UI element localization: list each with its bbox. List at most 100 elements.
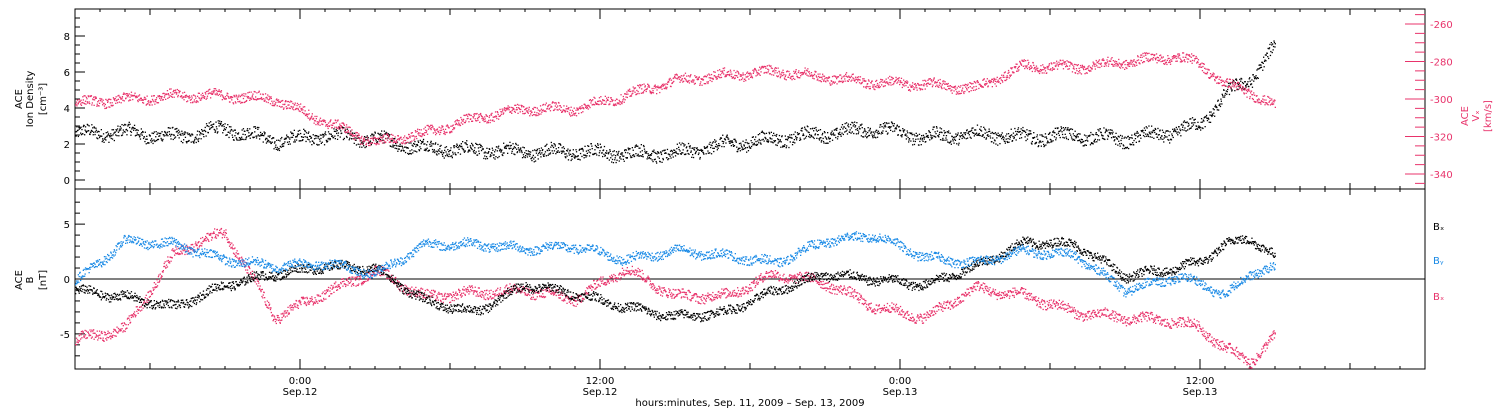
data-point [91,102,93,104]
data-point [677,78,679,80]
data-point [803,138,805,140]
data-point [1002,74,1005,76]
data-point [348,131,350,133]
data-point [214,129,216,131]
data-point [532,108,534,110]
data-point [436,129,438,131]
data-point [404,143,406,145]
data-point [160,99,162,101]
data-point [197,101,199,103]
data-point [507,108,509,110]
data-point [865,87,867,89]
data-point [907,132,909,134]
data-point [155,98,157,101]
data-point [321,123,323,125]
data-point [995,143,997,145]
data-point [152,95,155,97]
data-point [819,73,821,75]
data-point [1083,140,1085,143]
data-point [763,132,765,134]
data-point [525,155,527,157]
data-point [743,80,745,82]
data-point [1186,121,1188,123]
data-point [778,134,781,137]
data-point [473,149,475,152]
data-point [251,132,254,134]
data-point [486,147,488,149]
data-point [393,139,395,141]
data-point [525,107,527,110]
data-point [856,78,858,81]
data-point [955,133,957,135]
data-point [115,134,117,136]
data-point [323,134,325,136]
data-point [1150,131,1152,133]
data-point [290,105,292,108]
data-point [737,149,739,151]
data-point [525,150,527,152]
data-point [598,154,600,157]
data-point [682,81,684,83]
data-point [876,82,879,85]
data-point [582,107,584,109]
data-point [333,130,336,132]
data-point [833,129,835,131]
data-point [624,93,627,95]
data-point [420,143,422,145]
data-point [364,146,366,149]
data-point [156,97,158,99]
data-point [290,100,292,102]
data-point [102,133,105,135]
data-point [767,68,769,70]
data-point [656,151,659,153]
data-point [140,133,142,135]
data-point [416,143,418,146]
data-point [472,116,474,118]
data-point [198,92,200,94]
data-point [136,96,138,98]
data-point [287,104,289,106]
data-point [163,96,165,99]
data-point [318,135,320,138]
data-point [304,130,306,132]
data-point [311,113,313,115]
data-point [417,140,419,142]
data-point [468,149,471,151]
data-point [577,155,579,157]
data-point [411,144,413,146]
data-point [607,99,609,101]
data-point [678,142,681,144]
data-point [752,69,754,71]
data-point [375,144,377,146]
data-point [694,147,696,149]
data-point [1221,93,1223,95]
data-point [716,76,718,78]
data-point [404,151,407,154]
data-point [778,141,780,143]
data-point [601,152,603,154]
data-point [379,136,381,138]
data-point [881,131,883,133]
data-point [226,134,228,136]
data-point [897,78,899,80]
data-point [152,132,155,135]
data-point [589,148,591,151]
data-point [855,133,858,135]
data-point [1154,127,1156,130]
data-point [767,141,769,143]
data-point [347,126,349,128]
data-point [277,139,280,141]
data-point [1010,128,1012,130]
data-point [191,133,193,135]
data-point [634,146,636,148]
data-point [889,79,891,81]
data-point [1157,127,1159,130]
data-point [954,136,956,138]
data-point [1036,69,1038,72]
data-point [282,99,284,102]
data-point [926,136,929,138]
data-point [877,130,880,132]
data-point [515,109,517,111]
data-point [338,125,340,128]
data-point [713,147,715,149]
